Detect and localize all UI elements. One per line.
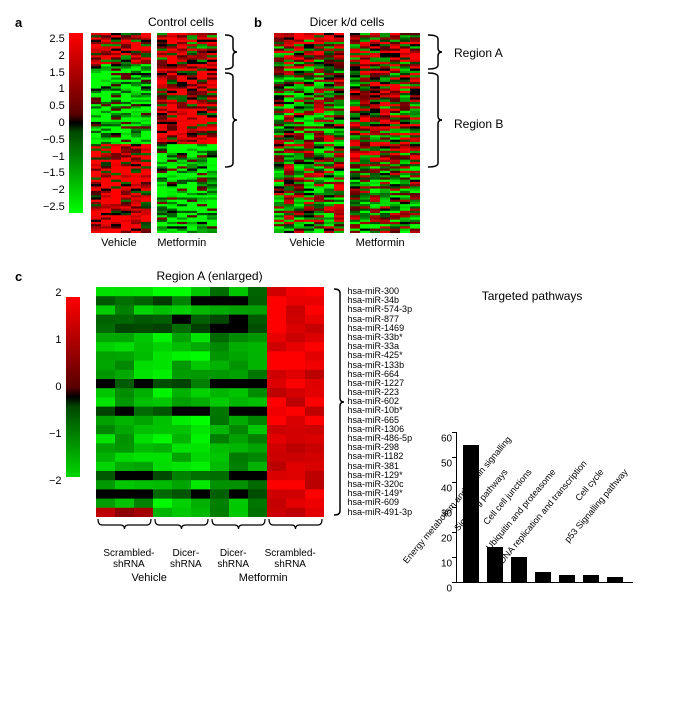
sample-block-label: Scrambled- shRNA xyxy=(103,548,154,570)
bar-chart-title: Targeted pathways xyxy=(432,289,632,303)
cond-metformin: Metformin xyxy=(239,572,288,584)
panel-b-title: Dicer k/d cells xyxy=(274,15,420,29)
mirna-label: hsa-miR-491-3p xyxy=(348,508,413,517)
axis-a-metformin: Metformin xyxy=(157,237,206,249)
bar xyxy=(559,575,575,583)
colorbar-a: 2.521.510.50−0.5−1−1.5−2−2.5 xyxy=(43,33,83,213)
heatmap-a-vehicle xyxy=(91,33,151,233)
heatmap-b-metformin xyxy=(350,33,420,233)
sample-block-label: Scrambled- shRNA xyxy=(265,548,316,570)
region-a-label: Region A xyxy=(454,46,503,60)
panel-a-label: a xyxy=(15,15,22,30)
sample-braces xyxy=(96,517,324,531)
sample-block-label: Dicer- shRNA xyxy=(217,548,249,570)
axis-b-vehicle: Vehicle xyxy=(289,237,324,249)
cond-vehicle: Vehicle xyxy=(131,572,166,584)
big-brace-icon xyxy=(332,287,346,517)
heatmap-b-vehicle xyxy=(274,33,344,233)
heatmap-c xyxy=(96,287,324,517)
axis-b-metformin: Metformin xyxy=(356,237,405,249)
panel-b-label: b xyxy=(254,15,262,30)
braces-a xyxy=(223,33,239,233)
bar-chart: Targeted pathways 0102030405060Energy me… xyxy=(432,289,632,583)
bar xyxy=(607,577,623,582)
bar xyxy=(535,572,551,582)
panel-a-title: Control cells xyxy=(118,15,244,29)
braces-b xyxy=(426,33,444,233)
heatmap-a-metformin xyxy=(157,33,217,233)
colorbar-c: 210−1−2 xyxy=(49,287,80,487)
panel-c-label: c xyxy=(15,269,22,284)
axis-a-vehicle: Vehicle xyxy=(101,237,136,249)
panel-c-title: Region A (enlarged) xyxy=(96,269,324,283)
sample-block-label: Dicer- shRNA xyxy=(170,548,202,570)
region-b-label: Region B xyxy=(454,117,503,131)
mirna-list: hsa-miR-300hsa-miR-34bhsa-miR-574-3phsa-… xyxy=(348,287,413,517)
bar xyxy=(583,575,599,583)
